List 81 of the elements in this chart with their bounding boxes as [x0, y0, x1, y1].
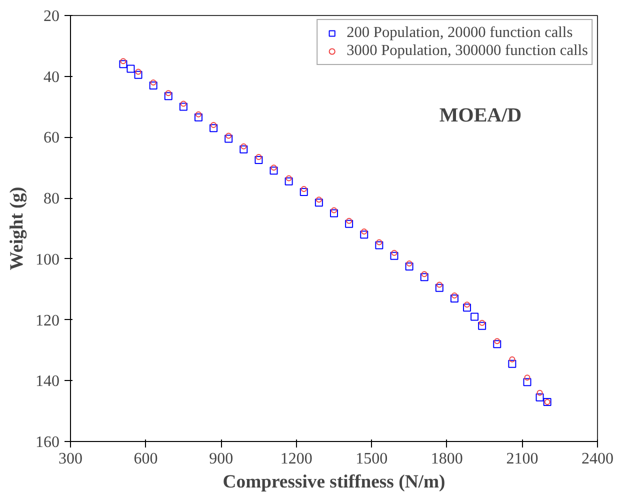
- x-tick-label: 900: [209, 450, 234, 468]
- point: [316, 196, 322, 203]
- point: [536, 393, 544, 402]
- point: [164, 92, 172, 100]
- y-tick-label: 140: [36, 373, 60, 390]
- point: [210, 124, 218, 132]
- point: [224, 134, 233, 143]
- y-tick-label: 40: [44, 68, 60, 86]
- point: [314, 198, 323, 207]
- point: [240, 145, 248, 154]
- point: [479, 320, 486, 326]
- x-tick-label: 1200: [280, 450, 312, 468]
- point: [330, 209, 338, 218]
- point: [361, 228, 368, 235]
- point: [406, 260, 412, 266]
- point: [226, 132, 232, 139]
- y-tick-label: 120: [36, 312, 60, 330]
- point: [420, 273, 428, 282]
- point: [478, 322, 486, 330]
- point: [120, 58, 126, 64]
- point: [284, 177, 293, 186]
- point: [150, 79, 156, 86]
- x-axis-title: Compressive stiffness (N/m): [222, 472, 446, 492]
- point: [435, 284, 444, 292]
- point: [508, 360, 516, 368]
- point: [210, 122, 217, 128]
- x-tick-label: 2100: [506, 450, 538, 468]
- y-tick-label: 60: [44, 130, 60, 147]
- point: [345, 220, 354, 228]
- point: [134, 70, 142, 79]
- point: [179, 102, 188, 111]
- y-tick-label: 20: [44, 8, 60, 25]
- point: [195, 111, 202, 118]
- y-axis-title: Weight (g): [6, 186, 28, 270]
- point: [165, 90, 172, 96]
- point: [360, 230, 368, 239]
- point: [405, 262, 414, 271]
- point: [390, 252, 398, 260]
- point: [376, 239, 382, 246]
- point: [451, 292, 458, 298]
- point: [119, 60, 128, 68]
- point: [254, 156, 263, 164]
- x-tick-label: 600: [134, 450, 158, 468]
- legend-label: 3000 Population, 300000 function calls: [346, 42, 588, 60]
- point: [126, 64, 135, 73]
- y-tick-label: 100: [36, 251, 60, 268]
- y-tick-label: 160: [36, 434, 60, 451]
- point: [346, 218, 352, 224]
- point: [450, 294, 458, 302]
- point: [509, 356, 516, 362]
- point: [270, 164, 277, 171]
- point: [470, 312, 479, 321]
- point: [300, 186, 307, 192]
- point: [375, 241, 384, 250]
- point: [421, 271, 428, 278]
- x-tick-label: 300: [58, 450, 82, 468]
- point: [270, 166, 278, 175]
- point: [463, 304, 472, 312]
- point: [149, 81, 158, 90]
- point: [536, 390, 543, 396]
- x-tick-label: 1500: [356, 450, 388, 468]
- point: [300, 188, 308, 196]
- point: [464, 302, 470, 308]
- legend-label: 200 Population, 20000 function calls: [346, 24, 573, 42]
- point: [194, 113, 202, 122]
- x-tick-label: 2400: [582, 450, 614, 468]
- x-tick-label: 1800: [430, 450, 463, 468]
- point: [436, 282, 442, 288]
- point: [256, 154, 262, 160]
- point: [493, 340, 502, 348]
- annotation: MOEA/D: [439, 104, 522, 126]
- y-tick-label: 80: [44, 190, 60, 208]
- point: [135, 68, 142, 75]
- point: [180, 100, 186, 107]
- point: [523, 378, 532, 386]
- point: [331, 207, 337, 214]
- point: [286, 175, 292, 182]
- point: [391, 250, 398, 256]
- point: [240, 143, 247, 150]
- point: [494, 338, 500, 344]
- point: [524, 374, 530, 381]
